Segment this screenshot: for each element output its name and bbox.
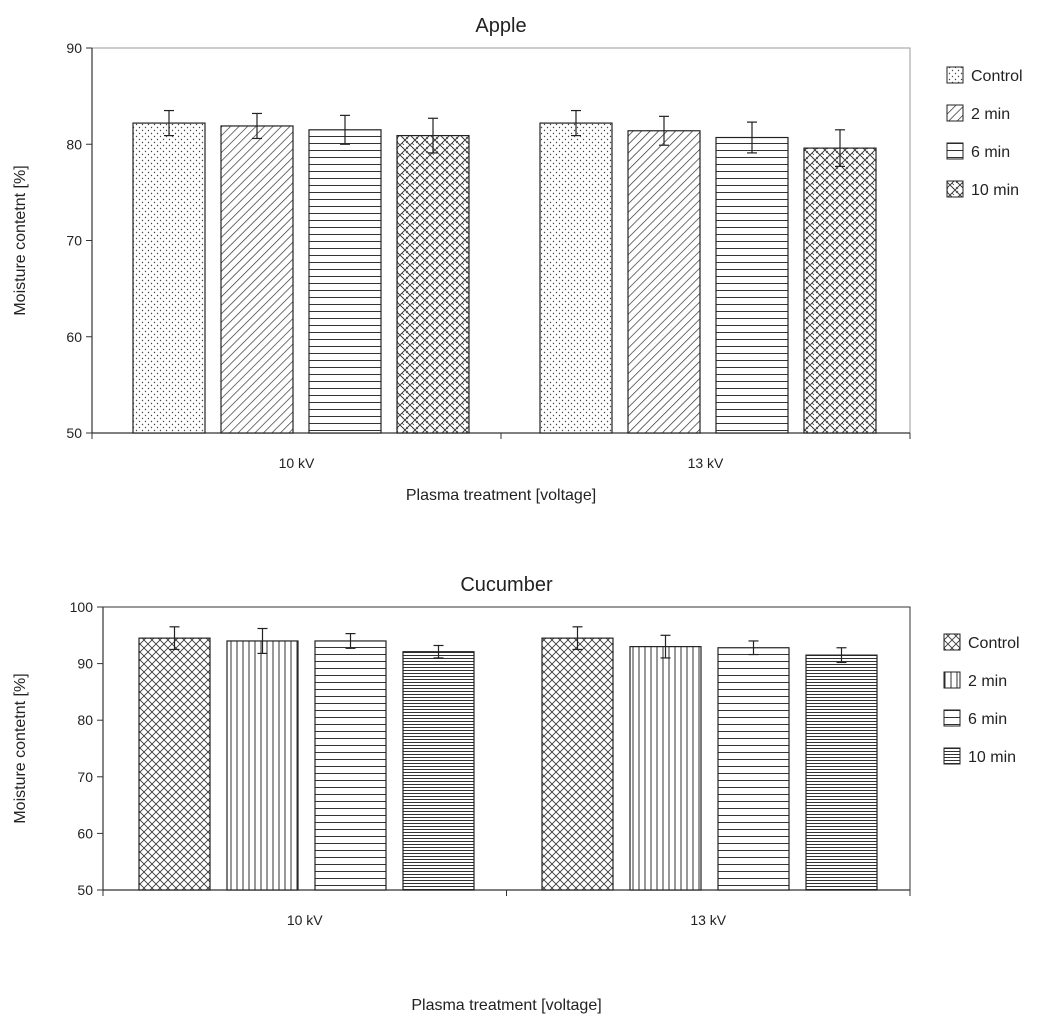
bar bbox=[717, 647, 790, 891]
x-axis-label: Plasma treatment [voltage] bbox=[406, 487, 596, 504]
y-tick-label: 90 bbox=[66, 40, 82, 56]
bar bbox=[220, 125, 294, 434]
legend-swatch bbox=[943, 633, 961, 651]
legend-swatch bbox=[943, 709, 961, 727]
legend-label: 2 min bbox=[968, 673, 1007, 690]
bar bbox=[226, 640, 299, 891]
chart-layer: Apple 50 60 70 80 90 Moisture contetnt [%] 10 k… bbox=[12, 15, 1023, 1014]
x-tick-label: 13 kV bbox=[688, 455, 724, 471]
bar bbox=[539, 122, 613, 434]
y-tick-label: 70 bbox=[77, 769, 93, 785]
y-axis-label: Moisture contetnt [%] bbox=[12, 673, 29, 823]
bar bbox=[308, 129, 382, 434]
y-tick-label: 60 bbox=[77, 825, 93, 841]
legend-swatch bbox=[943, 747, 961, 765]
y-axis-label: Moisture contetnt [%] bbox=[12, 165, 29, 315]
x-axis-label: Plasma treatment [voltage] bbox=[411, 997, 601, 1014]
chart-title: Cucumber bbox=[460, 574, 553, 596]
bar bbox=[402, 651, 475, 891]
y-tick-label: 80 bbox=[77, 712, 93, 728]
bar bbox=[803, 147, 877, 434]
legend-label: 6 min bbox=[971, 144, 1010, 161]
legend-label: 10 min bbox=[968, 749, 1016, 766]
bar bbox=[396, 134, 470, 434]
legend-swatch bbox=[946, 142, 964, 160]
x-tick-label: 13 kV bbox=[690, 912, 726, 928]
chart-0: Apple 50 60 70 80 90 Moisture contetnt [%] 10 k… bbox=[12, 15, 1023, 504]
bar bbox=[805, 654, 878, 891]
y-tick-label: 100 bbox=[70, 599, 94, 615]
y-tick-label: 50 bbox=[66, 425, 82, 441]
legend-label: 6 min bbox=[968, 711, 1007, 728]
legend-swatch bbox=[946, 180, 964, 198]
bar bbox=[627, 130, 701, 434]
x-tick-label: 10 kV bbox=[279, 455, 315, 471]
bar bbox=[541, 637, 614, 891]
chart-1: Cucumber 50 60 70 80 90 100 Moisture contetnt [… bbox=[12, 574, 1020, 1014]
x-tick-label: 10 kV bbox=[287, 912, 323, 928]
legend-label: Control bbox=[971, 68, 1023, 85]
legend-swatch bbox=[946, 66, 964, 84]
y-tick-label: 80 bbox=[66, 136, 82, 152]
y-tick-label: 70 bbox=[66, 233, 82, 249]
chart-title: Apple bbox=[475, 15, 526, 37]
bar bbox=[132, 122, 206, 434]
legend-swatch bbox=[943, 671, 961, 689]
legend-swatch bbox=[946, 104, 964, 122]
bar bbox=[629, 646, 702, 891]
legend-label: 2 min bbox=[971, 106, 1010, 123]
bar bbox=[715, 136, 789, 434]
bar bbox=[138, 637, 211, 891]
bar bbox=[314, 640, 387, 891]
y-tick-label: 60 bbox=[66, 329, 82, 345]
y-tick-label: 50 bbox=[77, 882, 93, 898]
legend-label: Control bbox=[968, 635, 1020, 652]
y-tick-label: 90 bbox=[77, 656, 93, 672]
legend-label: 10 min bbox=[971, 182, 1019, 199]
